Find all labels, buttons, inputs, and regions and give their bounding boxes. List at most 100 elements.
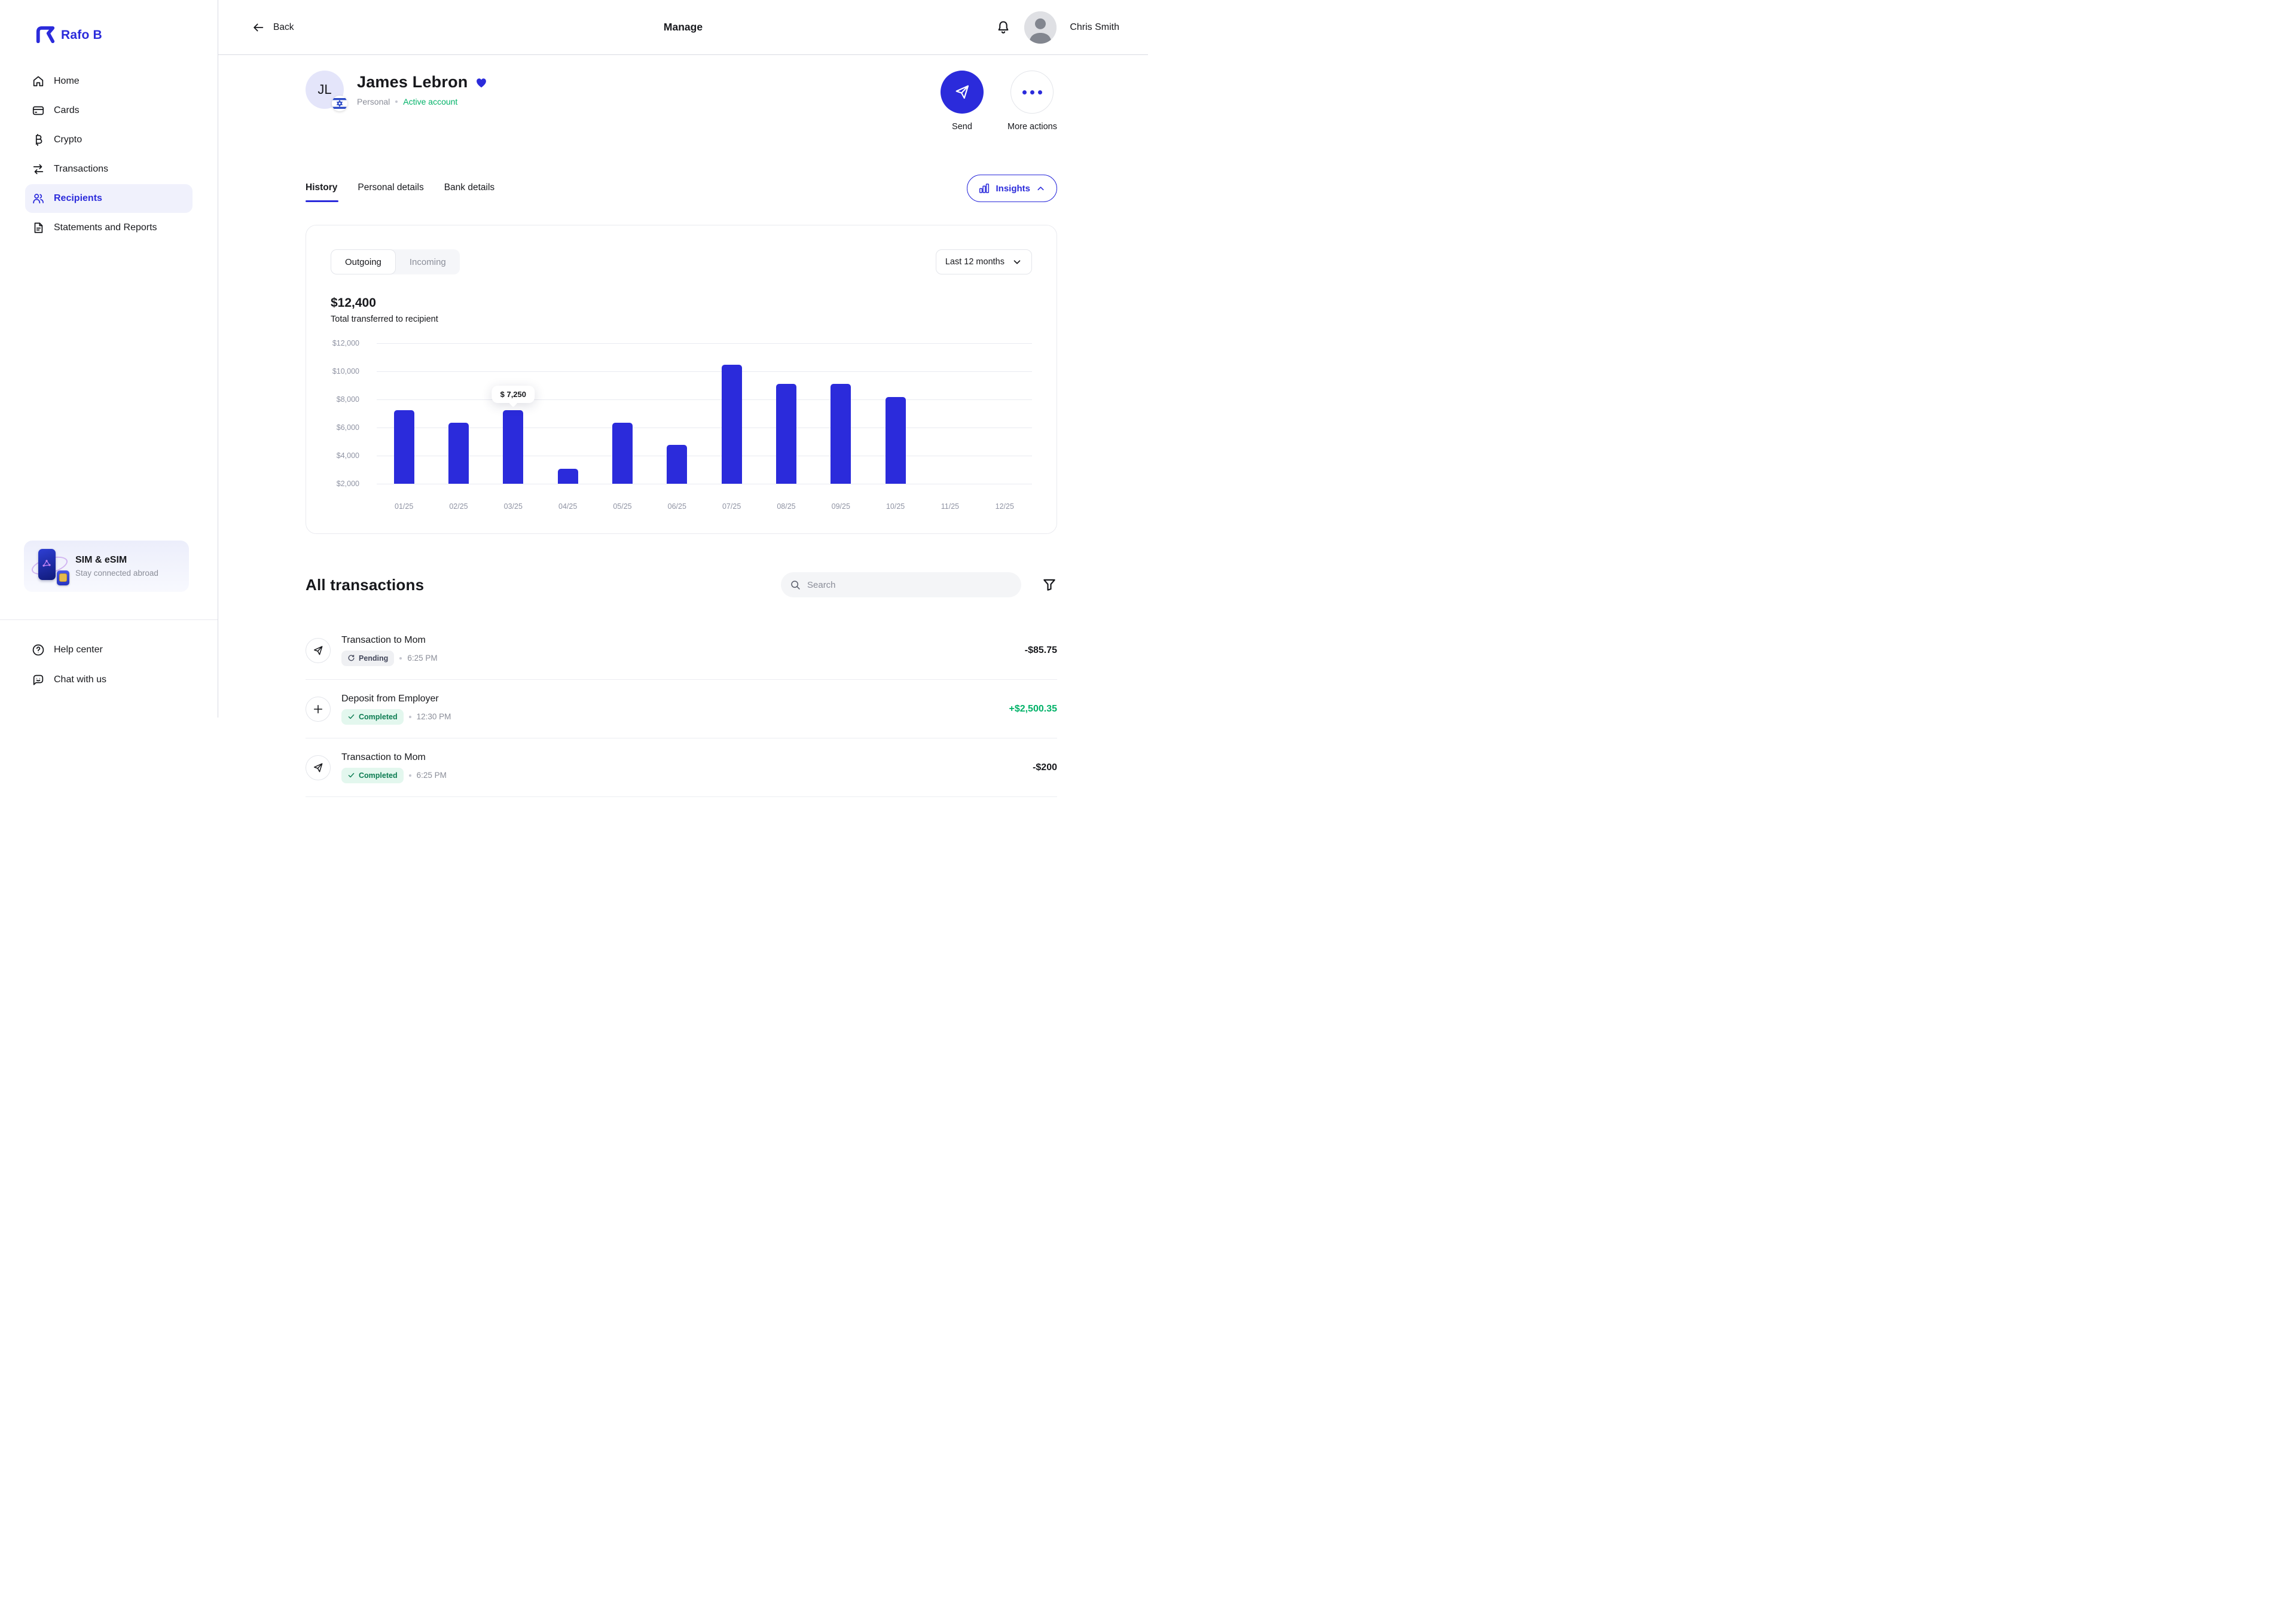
insights-button[interactable]: Insights	[967, 175, 1057, 202]
sidebar-item-cards[interactable]: Cards	[25, 96, 193, 125]
sim-esim-promo-card[interactable]: SIM & eSIM Stay connected abroad	[24, 541, 189, 592]
send-button[interactable]: Send	[940, 71, 984, 132]
sidebar-divider	[0, 619, 218, 620]
heart-icon[interactable]	[475, 76, 488, 89]
sidebar-item-label: Recipients	[54, 193, 102, 203]
sidebar-nav: Home Cards Crypto Transactions Recipient…	[25, 67, 193, 243]
help-center-link[interactable]: Help center	[25, 635, 193, 665]
transaction-title: Transaction to Mom	[341, 634, 426, 645]
pending-icon	[348, 655, 355, 661]
send-icon	[314, 762, 323, 772]
x-axis-tick: 10/25	[886, 502, 905, 511]
top-bar: Back Manage Chris Smith	[218, 0, 1148, 55]
chat-with-us-label: Chat with us	[54, 674, 107, 685]
recipient-status: Active account	[403, 97, 458, 106]
bar-03/25[interactable]	[503, 410, 524, 484]
bar-07/25[interactable]	[721, 365, 742, 484]
sidebar-item-statements[interactable]: Statements and Reports	[25, 213, 193, 242]
question-circle-icon	[32, 644, 44, 656]
phone-sim-illustration	[29, 547, 70, 585]
dot-separator	[395, 100, 398, 103]
dot-separator	[408, 715, 411, 718]
status-badge: Pending	[341, 650, 395, 666]
funnel-icon[interactable]	[1042, 577, 1057, 593]
x-axis-tick: 03/25	[503, 502, 523, 511]
logo[interactable]: Rafo B	[33, 23, 102, 43]
x-axis-tick: 11/25	[941, 502, 960, 511]
x-axis-tick: 06/25	[667, 502, 686, 511]
toggle-incoming[interactable]: Incoming	[409, 257, 446, 267]
content: JL James Lebron Personal Active account	[218, 71, 1148, 797]
sidebar-item-crypto[interactable]: Crypto	[25, 126, 193, 154]
transaction-row[interactable]: Transaction to Mom Completed 6:25 PM -$2…	[306, 738, 1057, 797]
insights-label: Insights	[996, 183, 1030, 194]
transaction-title: Transaction to Mom	[341, 752, 426, 762]
sidebar-item-label: Transactions	[54, 164, 108, 174]
bar-05/25[interactable]	[612, 422, 633, 484]
transactions-header: All transactions	[306, 572, 1057, 597]
tab-bank-details[interactable]: Bank details	[444, 182, 495, 193]
search-input[interactable]	[807, 579, 1013, 590]
gridline	[377, 399, 1032, 400]
sidebar-item-home[interactable]: Home	[25, 67, 193, 96]
x-axis-tick: 04/25	[558, 502, 578, 511]
bar-02/25[interactable]	[448, 422, 469, 484]
send-icon	[955, 85, 969, 99]
x-axis-tick: 01/25	[395, 502, 414, 511]
chart-tooltip: $ 7,250	[491, 385, 535, 403]
x-axis-tick: 12/25	[995, 502, 1014, 511]
status-badge: Completed	[341, 709, 404, 725]
bar-06/25[interactable]	[667, 445, 688, 484]
search-box	[781, 572, 1021, 597]
arrow-left-icon	[254, 23, 264, 31]
more-actions-button[interactable]: More actions	[1007, 71, 1057, 132]
sidebar-item-transactions[interactable]: Transactions	[25, 155, 193, 184]
home-icon	[33, 76, 44, 87]
card-icon	[32, 106, 44, 115]
bar-01/25[interactable]	[393, 410, 414, 484]
back-button[interactable]: Back	[252, 21, 294, 34]
bar-08/25[interactable]	[775, 384, 796, 484]
transaction-row[interactable]: Transaction to Mom Pending 6:25 PM -$85.…	[306, 621, 1057, 680]
y-axis-tick: $2,000	[336, 480, 359, 488]
sidebar-item-recipients[interactable]: Recipients	[25, 184, 193, 213]
page-title: Manage	[663, 21, 703, 33]
bar-09/25[interactable]	[831, 384, 851, 484]
toggle-outgoing[interactable]: Outgoing	[331, 249, 396, 274]
date-range-select[interactable]: Last 12 months	[935, 249, 1032, 274]
sidebar-item-label: Crypto	[54, 135, 83, 145]
logo-r-icon	[36, 26, 55, 43]
insights-card: Outgoing Incoming Last 12 months $12,400…	[306, 225, 1057, 534]
tab-history[interactable]: History	[306, 182, 339, 202]
bar-10/25[interactable]	[885, 397, 906, 484]
chevron-down-icon	[1013, 260, 1021, 264]
transaction-row[interactable]: Deposit from Employer Completed 12:30 PM…	[306, 680, 1057, 738]
document-icon	[34, 222, 43, 233]
chat-bubble-icon	[33, 674, 44, 685]
transactions-list: Transaction to Mom Pending 6:25 PM -$85.…	[306, 621, 1057, 797]
transaction-time: 12:30 PM	[416, 712, 451, 721]
recipient-avatar: JL	[306, 71, 347, 111]
help-center-label: Help center	[54, 645, 103, 655]
bar-04/25[interactable]	[557, 469, 578, 484]
logo-text: Rafo B	[61, 28, 102, 42]
y-axis-tick: $6,000	[336, 423, 359, 432]
dot-separator	[399, 657, 402, 660]
user-name[interactable]: Chris Smith	[1070, 22, 1119, 32]
avatar[interactable]	[1024, 11, 1057, 44]
y-axis-tick: $10,000	[332, 367, 359, 376]
transaction-title: Deposit from Employer	[341, 693, 439, 704]
gridline	[377, 371, 1032, 372]
back-label: Back	[273, 22, 294, 32]
x-axis-tick: 05/25	[613, 502, 632, 511]
israel-flag-icon	[332, 96, 347, 111]
bar-chart: $2,000 $4,000 $6,000 $8,000 $10,000 $12,000 $ …	[332, 339, 1032, 511]
chat-with-us-link[interactable]: Chat with us	[25, 665, 193, 695]
tab-personal-details[interactable]: Personal details	[358, 182, 424, 193]
chart-total-caption: Total transferred to recipient	[331, 315, 438, 324]
recipient-type: Personal	[357, 97, 390, 106]
direction-toggle: Outgoing Incoming	[331, 249, 460, 274]
bell-icon[interactable]	[996, 20, 1011, 35]
transaction-time: 6:25 PM	[407, 654, 438, 663]
send-label: Send	[952, 122, 972, 132]
